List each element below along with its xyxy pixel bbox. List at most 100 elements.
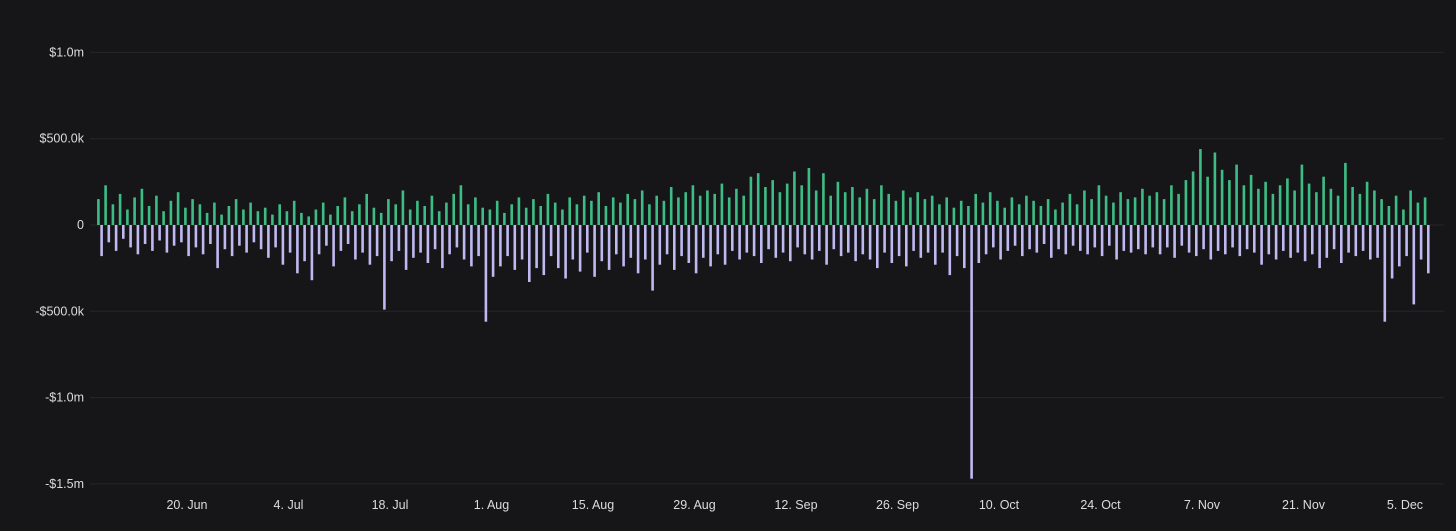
bar-positive[interactable]: [1003, 207, 1006, 225]
bar-positive[interactable]: [1257, 188, 1260, 225]
bar-negative[interactable]: [1093, 225, 1097, 248]
bar-positive[interactable]: [1155, 192, 1159, 225]
bar-negative[interactable]: [665, 225, 669, 255]
bar-positive[interactable]: [1307, 183, 1311, 225]
bar-negative[interactable]: [317, 225, 321, 255]
bar-negative[interactable]: [158, 225, 161, 241]
bar-positive[interactable]: [401, 190, 405, 226]
bar-positive[interactable]: [597, 192, 600, 225]
bar-positive[interactable]: [604, 206, 608, 225]
bar-positive[interactable]: [720, 183, 724, 225]
bar-negative[interactable]: [520, 225, 524, 260]
bar-positive[interactable]: [285, 211, 289, 225]
bar-positive[interactable]: [952, 207, 956, 225]
bar-negative[interactable]: [702, 225, 705, 258]
bar-negative[interactable]: [223, 225, 227, 250]
bar-negative[interactable]: [383, 225, 386, 310]
bar-positive[interactable]: [423, 206, 426, 225]
bar-negative[interactable]: [1245, 225, 1249, 250]
bar-positive[interactable]: [1394, 195, 1398, 225]
bar-negative[interactable]: [992, 225, 995, 248]
bar-negative[interactable]: [984, 225, 988, 255]
bar-positive[interactable]: [959, 200, 963, 225]
bar-negative[interactable]: [955, 225, 959, 257]
bar-negative[interactable]: [890, 225, 894, 263]
bar-negative[interactable]: [100, 225, 103, 257]
bar-positive[interactable]: [619, 202, 622, 225]
bar-positive[interactable]: [1249, 174, 1253, 225]
bar-positive[interactable]: [575, 204, 579, 225]
bar-negative[interactable]: [404, 225, 408, 270]
bar-negative[interactable]: [847, 225, 850, 253]
bar-positive[interactable]: [1344, 162, 1347, 225]
bar-positive[interactable]: [633, 199, 637, 225]
bar-negative[interactable]: [1013, 225, 1017, 246]
bar-positive[interactable]: [981, 202, 985, 225]
bar-positive[interactable]: [1177, 193, 1180, 225]
bar-positive[interactable]: [1061, 202, 1064, 225]
bar-positive[interactable]: [764, 187, 767, 225]
bar-negative[interactable]: [209, 225, 212, 244]
bar-positive[interactable]: [756, 173, 760, 225]
bar-negative[interactable]: [1100, 225, 1104, 257]
bar-negative[interactable]: [180, 225, 183, 243]
bar-positive[interactable]: [213, 202, 216, 225]
bar-positive[interactable]: [358, 204, 361, 225]
bar-negative[interactable]: [752, 225, 756, 257]
bar-negative[interactable]: [455, 225, 459, 248]
bar-negative[interactable]: [709, 225, 712, 267]
bar-negative[interactable]: [1137, 225, 1140, 250]
bar-negative[interactable]: [194, 225, 198, 248]
bar-positive[interactable]: [1025, 195, 1028, 225]
bar-negative[interactable]: [1224, 225, 1227, 255]
bar-positive[interactable]: [227, 206, 231, 225]
bar-positive[interactable]: [452, 193, 455, 225]
bar-positive[interactable]: [967, 206, 970, 225]
bar-negative[interactable]: [122, 225, 125, 239]
bar-positive[interactable]: [198, 204, 202, 225]
bar-negative[interactable]: [1021, 225, 1024, 257]
bar-positive[interactable]: [387, 199, 390, 225]
bar-negative[interactable]: [1071, 225, 1075, 246]
bar-positive[interactable]: [727, 197, 731, 225]
bar-negative[interactable]: [615, 225, 618, 255]
bar-negative[interactable]: [651, 225, 654, 291]
bar-positive[interactable]: [901, 190, 905, 226]
bar-negative[interactable]: [1231, 225, 1234, 248]
bar-negative[interactable]: [687, 225, 691, 263]
bar-negative[interactable]: [143, 225, 147, 244]
bar-positive[interactable]: [553, 202, 557, 225]
bar-negative[interactable]: [368, 225, 372, 265]
bar-positive[interactable]: [329, 214, 332, 225]
bar-positive[interactable]: [314, 209, 318, 226]
bar-positive[interactable]: [590, 200, 593, 225]
bar-negative[interactable]: [731, 225, 734, 251]
bar-positive[interactable]: [249, 202, 252, 225]
bar-positive[interactable]: [1387, 206, 1391, 225]
bar-positive[interactable]: [684, 192, 687, 225]
bar-positive[interactable]: [887, 193, 890, 225]
bar-negative[interactable]: [1050, 225, 1053, 258]
bar-positive[interactable]: [996, 200, 999, 225]
bar-negative[interactable]: [832, 225, 836, 250]
bar-positive[interactable]: [662, 200, 666, 225]
bar-positive[interactable]: [445, 202, 448, 225]
bar-negative[interactable]: [259, 225, 263, 250]
bar-negative[interactable]: [912, 225, 915, 251]
bar-positive[interactable]: [1083, 190, 1086, 226]
bar-negative[interactable]: [433, 225, 437, 250]
bar-positive[interactable]: [1032, 200, 1035, 225]
bar-negative[interactable]: [1108, 225, 1111, 246]
bar-positive[interactable]: [394, 204, 397, 225]
bar-positive[interactable]: [1199, 149, 1202, 225]
bar-positive[interactable]: [988, 192, 992, 225]
bar-positive[interactable]: [916, 192, 919, 225]
bar-positive[interactable]: [930, 195, 934, 225]
bar-negative[interactable]: [1376, 225, 1379, 258]
bar-positive[interactable]: [176, 192, 180, 225]
bar-positive[interactable]: [546, 193, 550, 225]
bar-positive[interactable]: [1300, 164, 1304, 225]
bar-negative[interactable]: [506, 225, 509, 257]
bar-positive[interactable]: [749, 176, 753, 225]
bar-negative[interactable]: [230, 225, 234, 257]
